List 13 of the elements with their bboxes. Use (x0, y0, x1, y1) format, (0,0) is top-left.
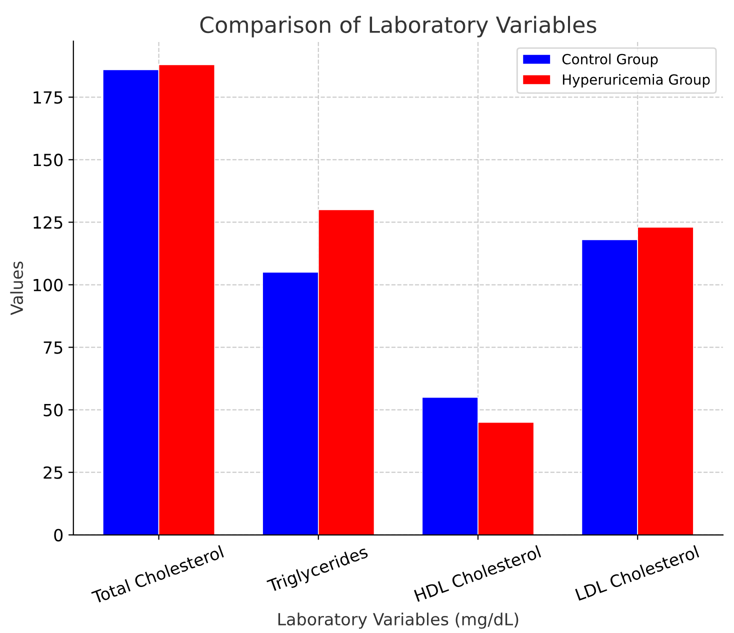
y-tick-label: 50 (44, 404, 63, 416)
y-tick-label: 75 (44, 341, 62, 354)
y-tick-label: 25 (44, 466, 62, 479)
legend-label: Hyperuricemia Group (562, 74, 710, 88)
y-tick-label: 100 (34, 278, 63, 292)
x-axis-title: Laboratory Variables (mg/dL) (278, 612, 518, 629)
y-tick-label: 150 (34, 154, 63, 166)
y-tick-label: 125 (34, 216, 62, 229)
legend-label: Control Group (562, 54, 658, 68)
y-tick-label: 0 (54, 528, 63, 542)
y-tick-label: 175 (34, 91, 62, 104)
chart-title: Comparison of Laboratory Variables (200, 16, 596, 38)
y-axis-title: Values (10, 262, 24, 316)
